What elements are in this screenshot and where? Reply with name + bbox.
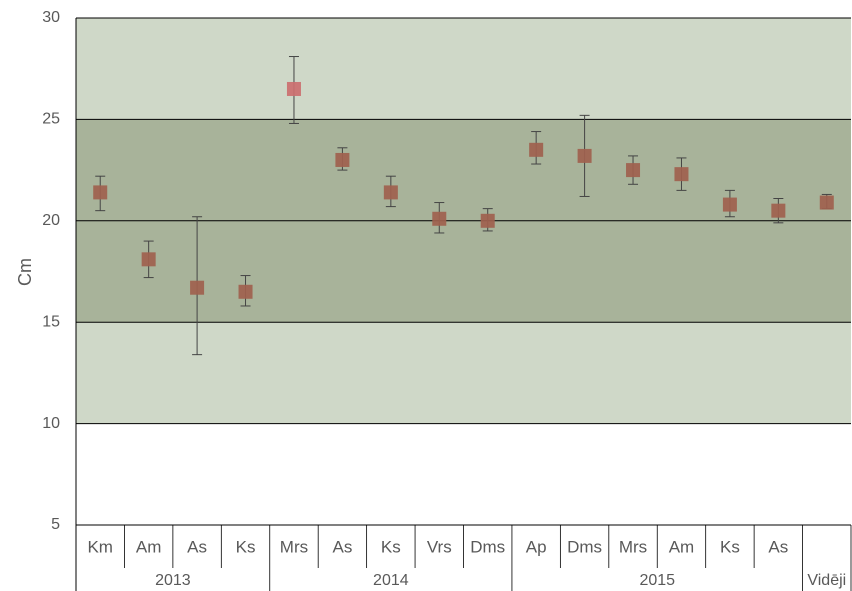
- data-point-2: [190, 280, 205, 295]
- data-point-15: [819, 195, 834, 210]
- x-tick-label: Ks: [381, 537, 401, 556]
- x-tick-label: As: [332, 537, 352, 556]
- x-tick-label: Mrs: [619, 537, 647, 556]
- data-point-7: [432, 211, 447, 226]
- y-tick-label-30: 30: [42, 9, 60, 26]
- group-label: 2014: [373, 572, 409, 589]
- x-tick-label: Dms: [470, 537, 505, 556]
- gridlines-layer: [76, 17, 851, 425]
- x-tick-label: As: [768, 537, 788, 556]
- data-point-4: [286, 81, 301, 96]
- data-point-3: [238, 284, 253, 299]
- data-point-0: [93, 185, 108, 200]
- group-label: 2013: [155, 572, 191, 589]
- data-point-5: [335, 152, 350, 167]
- x-tick-label: Am: [669, 537, 695, 556]
- y-tick-label-25: 25: [42, 111, 60, 128]
- x-tick-label: Ks: [236, 537, 256, 556]
- x-tick-label: Mrs: [280, 537, 308, 556]
- data-point-10: [577, 148, 592, 163]
- x-tick-label: Ap: [526, 537, 547, 556]
- y-tick-label-15: 15: [42, 313, 60, 330]
- data-point-9: [529, 142, 544, 157]
- x-tick-label: Km: [87, 537, 113, 556]
- y-tick-labels: 5 10 15 20 25 30: [42, 9, 60, 533]
- data-point-1: [141, 252, 156, 267]
- x-tick-label: Vrs: [427, 537, 452, 556]
- data-point-6: [383, 185, 398, 200]
- y-tick-label-20: 20: [42, 212, 60, 229]
- x-tick-label: As: [187, 537, 207, 556]
- x-tick-label: Ks: [720, 537, 740, 556]
- data-point-8: [480, 213, 495, 228]
- group-label: 2015: [639, 572, 675, 589]
- data-point-11: [626, 163, 641, 178]
- category-axis: Km Am As Ks Mrs As Ks Vrs Dms Ap Dms Mrs Am Ks As 2013 2…: [87, 525, 852, 591]
- y-tick-label-5: 5: [51, 516, 60, 533]
- y-tick-label-10: 10: [42, 415, 60, 432]
- x-tick-label: Am: [136, 537, 162, 556]
- data-point-13: [722, 197, 737, 212]
- data-point-12: [674, 167, 689, 182]
- x-tick-label: Dms: [567, 537, 602, 556]
- y-axis-label: Cm: [15, 258, 35, 286]
- data-point-14: [771, 203, 786, 218]
- data-points: [93, 56, 834, 356]
- group-label: Vidēji: [807, 572, 846, 589]
